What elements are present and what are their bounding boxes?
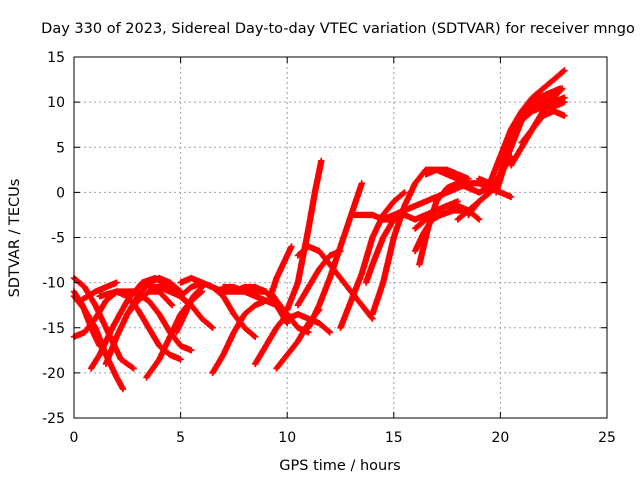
data-point-marks [284, 157, 325, 313]
y-tick-label: -20 [42, 366, 65, 382]
y-tick-label: -15 [42, 321, 65, 337]
data-track [269, 243, 295, 295]
data-track [422, 166, 472, 182]
y-tick-label: 0 [56, 185, 65, 201]
chart-title: Day 330 of 2023, Sidereal Day-to-day VTE… [41, 21, 635, 37]
data-track [294, 243, 376, 322]
x-tick-label: 15 [385, 430, 403, 446]
y-tick-label: -5 [51, 231, 65, 247]
x-tick-label: 10 [278, 430, 296, 446]
data-track [518, 108, 568, 146]
y-tick-label: 15 [47, 50, 65, 66]
y-tick-label: 5 [56, 140, 65, 156]
data-point-marks [124, 274, 184, 318]
data-point-marks [269, 243, 295, 295]
x-tick-label: 20 [491, 430, 509, 446]
data-point-marks [77, 279, 120, 304]
data-track [492, 85, 566, 196]
data-point-marks [294, 243, 376, 322]
x-tick-label: 25 [598, 430, 616, 446]
y-tick-label: -25 [42, 411, 65, 427]
data-point-marks [492, 85, 566, 196]
data-track [252, 311, 291, 368]
y-tick-label: 10 [47, 95, 65, 111]
data-point-marks [518, 108, 568, 146]
x-tick-label: 0 [70, 430, 79, 446]
data-point-marks [173, 283, 206, 336]
y-axis-label: SDTVAR / TECUs [7, 179, 23, 298]
data-track [124, 274, 184, 318]
data-track [77, 279, 120, 304]
data-track [416, 175, 504, 268]
data-track [284, 157, 325, 313]
x-tick-label: 5 [176, 430, 185, 446]
data-track [173, 283, 206, 336]
data-point-marks [416, 175, 504, 268]
y-tick-label: -10 [42, 276, 65, 292]
data-point-marks [422, 166, 472, 182]
x-axis-label: GPS time / hours [279, 458, 400, 474]
data-point-marks [514, 85, 564, 124]
data-track [514, 85, 564, 124]
data-point-marks [252, 311, 291, 368]
axis-ticks: 0 5 10 15 20 25 -25 -20 -15 -10 -5 0 5 10 15 [42, 50, 616, 446]
